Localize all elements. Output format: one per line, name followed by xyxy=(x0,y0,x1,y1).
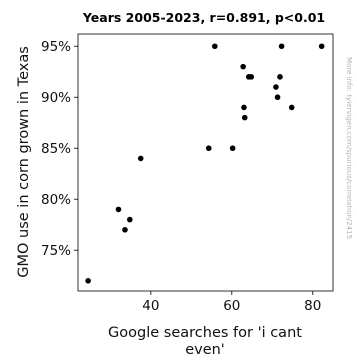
y-axis-ticks: 75% 80% 85% 90% 95% xyxy=(41,39,78,259)
data-point xyxy=(85,278,91,284)
x-axis-label-line-1: Google searches for 'i cant xyxy=(108,325,302,341)
y-tick-label: 90% xyxy=(41,90,71,106)
data-point xyxy=(229,145,236,152)
x-tick-label: 40 xyxy=(142,298,159,314)
data-point xyxy=(127,216,133,223)
x-tick-label: 60 xyxy=(223,298,240,314)
y-tick-label: 75% xyxy=(41,243,71,259)
data-point xyxy=(205,145,212,152)
data-point xyxy=(122,227,128,233)
data-point xyxy=(274,94,281,101)
x-axis-label-line-2: even' xyxy=(185,342,225,358)
data-point xyxy=(248,74,255,80)
data-point xyxy=(240,63,246,70)
data-point xyxy=(241,104,247,111)
data-point xyxy=(288,104,295,111)
y-tick-label: 85% xyxy=(41,141,71,157)
y-axis-label: GMO use in corn grown in Texas xyxy=(16,46,32,278)
data-point xyxy=(241,114,248,121)
source-watermark: More info: tylervigen.com/spurious/corre… xyxy=(345,57,353,239)
chart-title: Years 2005-2023, r=0.891, p<0.01 xyxy=(82,10,325,25)
plot-area-frame xyxy=(77,33,334,292)
data-point xyxy=(115,206,122,213)
data-point xyxy=(318,43,325,50)
y-tick-label: 95% xyxy=(41,39,71,55)
x-tick-label: 80 xyxy=(304,298,321,314)
data-point xyxy=(212,43,218,50)
data-point xyxy=(277,74,283,80)
y-tick-label: 80% xyxy=(41,192,71,208)
x-axis-ticks: 40 60 80 xyxy=(142,291,321,314)
data-point xyxy=(273,84,279,90)
data-point xyxy=(278,43,285,50)
data-points xyxy=(85,43,325,284)
data-point xyxy=(137,155,144,162)
